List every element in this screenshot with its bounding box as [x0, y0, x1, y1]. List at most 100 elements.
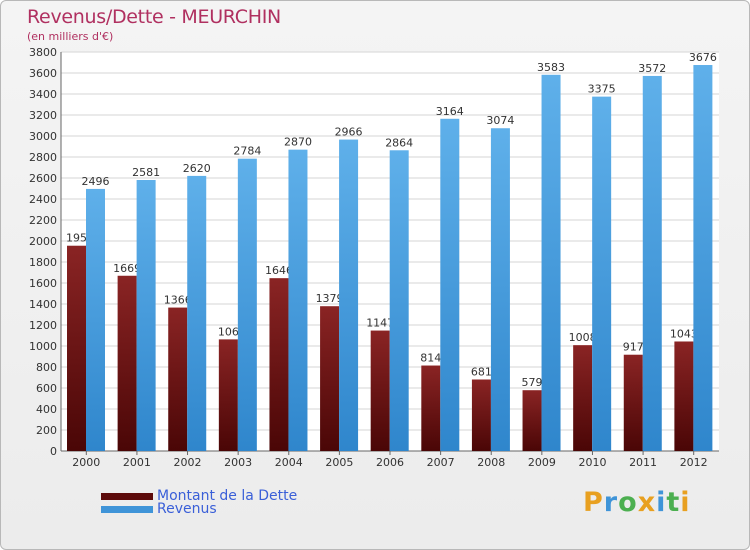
data-label-revenus: 3375	[588, 83, 616, 96]
data-label-dette: 1008	[569, 331, 597, 344]
bar-dette	[471, 379, 491, 451]
y-tick-label: 2000	[29, 235, 57, 248]
data-label-dette: 106	[218, 325, 239, 338]
legend-item-revenus: Revenus	[101, 501, 217, 517]
bar-revenus	[86, 188, 105, 452]
bar-revenus	[490, 128, 510, 451]
bar-dette	[421, 365, 441, 451]
y-tick-label: 1600	[29, 277, 57, 290]
logo-letter: i	[656, 487, 667, 518]
chart-subtitle: (en milliers d'€)	[27, 30, 114, 43]
legend-label-revenus: Revenus	[157, 501, 217, 517]
data-label-revenus: 2864	[385, 136, 413, 149]
y-tick-label: 3600	[29, 67, 57, 80]
data-label-dette: 1669	[113, 262, 141, 275]
data-label-revenus: 2870	[284, 136, 312, 149]
bar-dette	[623, 354, 643, 451]
data-label-dette: 1147	[366, 317, 394, 330]
x-tick-label: 2002	[174, 456, 202, 469]
y-tick-label: 3000	[29, 130, 57, 143]
proxiti-logo: Proxiti	[583, 487, 691, 518]
y-tick-label: 800	[36, 361, 57, 374]
logo-letter: i	[680, 487, 691, 518]
data-label-revenus: 3074	[486, 114, 514, 127]
data-label-revenus: 2620	[183, 162, 211, 175]
bar-dette	[573, 345, 593, 451]
data-label-dette: 579	[522, 376, 543, 389]
bar-revenus	[541, 74, 561, 451]
y-tick-label: 3800	[29, 46, 57, 59]
y-tick-label: 400	[36, 403, 57, 416]
bar-dette	[674, 341, 694, 451]
bar-revenus	[642, 75, 662, 451]
x-tick-label: 2007	[427, 456, 455, 469]
data-label-revenus: 3572	[638, 62, 666, 75]
y-tick-label: 2200	[29, 214, 57, 227]
data-label-revenus: 3164	[436, 105, 464, 118]
data-label-dette: 1366	[164, 294, 192, 307]
bar-revenus	[389, 150, 409, 451]
y-tick-label: 600	[36, 382, 57, 395]
data-label-revenus: 2581	[132, 166, 160, 179]
x-tick-label: 2008	[477, 456, 505, 469]
data-label-revenus: 2784	[233, 145, 261, 158]
bar-revenus	[339, 139, 359, 451]
y-tick-label: 2400	[29, 193, 57, 206]
y-tick-label: 0	[50, 445, 57, 458]
data-label-dette: 1646	[265, 264, 293, 277]
x-tick-label: 2004	[275, 456, 303, 469]
data-label-revenus: 2496	[82, 175, 110, 188]
y-tick-label: 3400	[29, 88, 57, 101]
y-tick-label: 3200	[29, 109, 57, 122]
bar-dette	[168, 307, 188, 451]
bar-dette	[117, 275, 137, 451]
bar-revenus	[237, 158, 257, 451]
data-label-revenus: 3676	[689, 51, 717, 64]
x-tick-label: 2011	[629, 456, 657, 469]
y-tick-label: 1800	[29, 256, 57, 269]
x-tick-label: 2009	[528, 456, 556, 469]
bar-dette	[269, 278, 289, 451]
data-label-revenus: 3583	[537, 61, 565, 74]
logo-letter: t	[666, 487, 681, 518]
bar-dette	[67, 245, 86, 451]
logo-letter: r	[603, 487, 619, 518]
y-tick-label: 2600	[29, 172, 57, 185]
data-label-revenus: 2966	[335, 126, 363, 139]
logo-letter: x	[637, 487, 657, 518]
bar-revenus	[440, 118, 460, 451]
x-tick-label: 2010	[578, 456, 606, 469]
x-tick-label: 2001	[123, 456, 151, 469]
y-tick-label: 200	[36, 424, 57, 437]
y-tick-label: 1400	[29, 298, 57, 311]
data-label-dette: 195	[66, 232, 87, 245]
bar-revenus	[136, 179, 156, 451]
x-tick-label: 2006	[376, 456, 404, 469]
y-tick-label: 2800	[29, 151, 57, 164]
x-tick-label: 2000	[72, 456, 100, 469]
logo-letter: P	[583, 487, 604, 518]
data-label-dette: 1379	[316, 292, 344, 305]
bar-revenus	[187, 175, 207, 451]
bar-revenus	[288, 149, 308, 451]
data-label-dette: 917	[623, 341, 644, 354]
data-label-dette: 681	[471, 365, 492, 378]
bar-dette	[320, 306, 340, 451]
x-tick-label: 2003	[224, 456, 252, 469]
bar-revenus	[592, 96, 612, 451]
y-tick-label: 1000	[29, 340, 57, 353]
bar-revenus	[693, 65, 713, 452]
y-tick-label: 1200	[29, 319, 57, 332]
chart-title: Revenus/Dette - MEURCHIN	[27, 6, 281, 28]
bar-dette	[522, 390, 542, 451]
x-tick-label: 2005	[325, 456, 353, 469]
legend-swatch-revenus	[101, 505, 153, 513]
x-tick-label: 2012	[680, 456, 708, 469]
data-label-dette: 1043	[670, 327, 698, 340]
legend-label-dette: Montant de la Dette	[157, 488, 298, 504]
legend-swatch-dette	[101, 492, 153, 500]
data-label-dette: 814	[420, 352, 441, 365]
bar-dette	[370, 330, 390, 451]
